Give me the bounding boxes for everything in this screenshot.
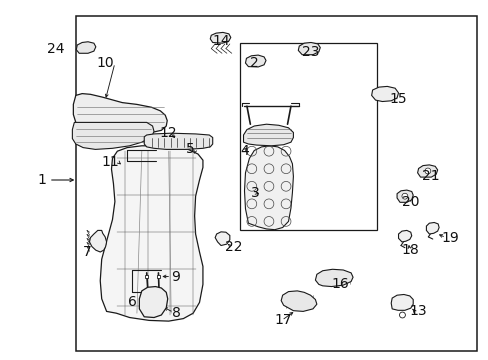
Text: 10: 10 (96, 56, 114, 70)
Text: 8: 8 (171, 306, 180, 320)
Text: 11: 11 (101, 155, 119, 169)
Circle shape (401, 193, 407, 199)
Polygon shape (417, 165, 437, 177)
Polygon shape (390, 294, 412, 310)
Text: 6: 6 (127, 296, 136, 309)
Polygon shape (426, 222, 438, 234)
Text: 5: 5 (186, 143, 195, 156)
Polygon shape (315, 269, 352, 287)
Text: 15: 15 (389, 92, 407, 106)
Text: 3: 3 (251, 186, 260, 199)
Polygon shape (76, 42, 96, 53)
Bar (76, 16, 476, 351)
Polygon shape (145, 275, 148, 278)
Polygon shape (396, 190, 412, 202)
Text: 12: 12 (160, 126, 177, 140)
Polygon shape (245, 55, 265, 67)
Text: 23: 23 (302, 45, 319, 59)
Polygon shape (100, 146, 203, 321)
Text: 2: 2 (249, 56, 258, 70)
Text: 1: 1 (37, 173, 46, 187)
Circle shape (399, 312, 405, 318)
Text: 16: 16 (330, 278, 348, 291)
Bar (239, 43, 376, 230)
Text: 14: 14 (212, 35, 229, 48)
Polygon shape (215, 232, 229, 246)
Polygon shape (398, 230, 411, 242)
Polygon shape (73, 94, 167, 134)
Polygon shape (139, 287, 167, 318)
Polygon shape (298, 42, 320, 55)
Polygon shape (371, 86, 398, 102)
Polygon shape (210, 32, 230, 43)
Circle shape (424, 168, 430, 174)
Text: 9: 9 (171, 270, 180, 284)
Polygon shape (157, 275, 160, 278)
Polygon shape (144, 133, 212, 149)
Text: 7: 7 (82, 245, 91, 259)
Polygon shape (281, 291, 316, 311)
Text: 19: 19 (440, 231, 458, 244)
Text: 18: 18 (401, 243, 419, 257)
Polygon shape (243, 124, 293, 146)
Polygon shape (89, 230, 106, 252)
Text: 22: 22 (224, 240, 242, 253)
Polygon shape (72, 122, 154, 149)
Text: 4: 4 (240, 144, 248, 158)
Polygon shape (244, 146, 293, 230)
Text: 20: 20 (401, 195, 419, 208)
Text: 24: 24 (46, 42, 64, 55)
Text: 17: 17 (274, 314, 292, 327)
Text: 13: 13 (408, 305, 426, 318)
Text: 21: 21 (421, 169, 438, 183)
